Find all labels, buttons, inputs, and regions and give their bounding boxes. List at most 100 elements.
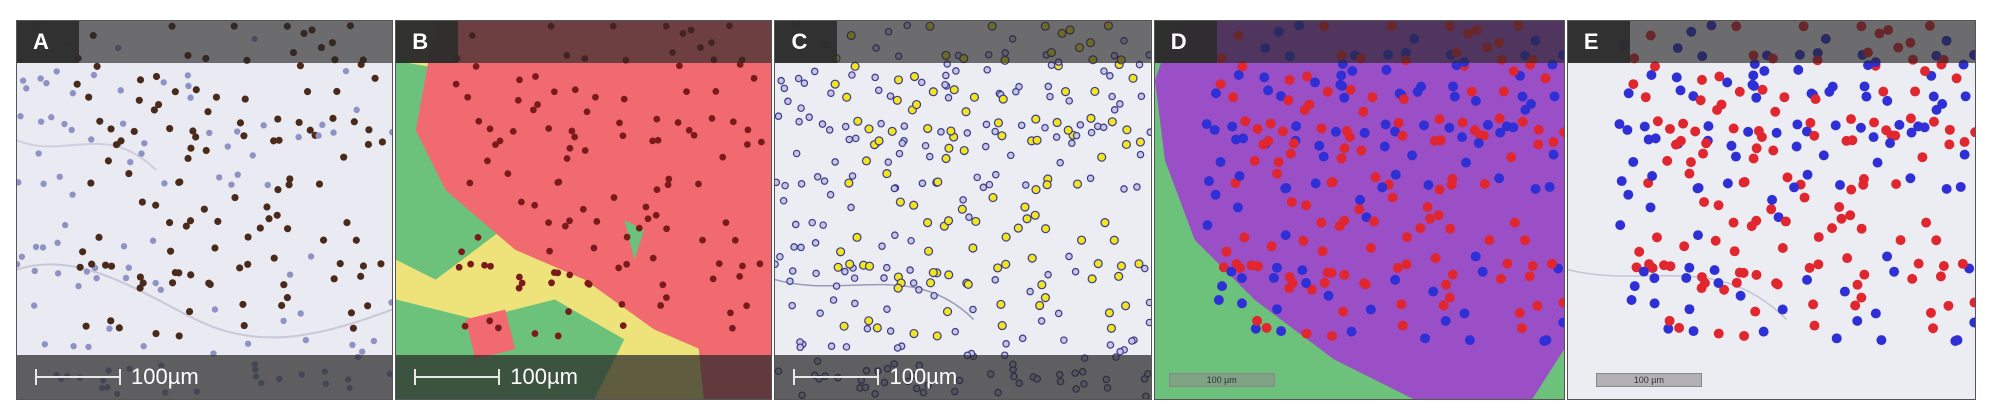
negative-dot [1868,132,1879,143]
brown-nucleus [130,127,138,135]
negative-cell-marker [795,74,803,83]
positive-cell-marker [997,131,1007,141]
positive-dot [1719,284,1729,295]
positive-dot [1782,172,1793,183]
negative-cell-marker [1138,92,1146,101]
panel-a-scale-bar: 100µm [35,364,199,389]
positive-cell-marker [1031,210,1041,220]
negative-cell-marker [901,122,909,130]
positive-dot [1360,279,1371,290]
positive-cell-marker [1108,117,1118,127]
negative-dot [1743,126,1753,137]
positive-cell-marker [1110,235,1120,245]
brown-nucleus [136,273,144,281]
positive-dot [1927,323,1938,334]
negative-dot [1747,79,1758,90]
negative-dot [1649,298,1660,309]
positive-cell-marker [909,200,919,210]
positive-cell-marker [831,79,841,89]
negative-dot [1771,127,1782,138]
brown-nucleus [378,138,386,146]
nucleus [571,133,579,141]
negative-dot [1663,323,1674,334]
blue-nucleus [43,79,50,87]
positive-dot [1959,136,1970,147]
negative-cell-marker [798,180,806,188]
positive-dot [1524,271,1535,282]
negative-cell-marker [1146,318,1151,327]
panel-e-top-bar [1567,21,1976,63]
nucleus [690,131,698,139]
negative-dot [1473,138,1484,149]
nucleus [699,236,707,244]
positive-dot [1533,124,1544,135]
brown-nucleus [212,93,221,101]
positive-cell-marker [941,153,952,164]
positive-dot [1322,86,1333,97]
positive-dot [1365,243,1376,253]
negative-dot [1310,178,1321,189]
blue-nucleus [206,129,213,137]
brown-nucleus [241,95,249,103]
brown-nucleus [125,170,133,178]
positive-dot [1881,125,1892,136]
positive-dot [1286,197,1297,208]
positive-dot [1284,74,1295,85]
nucleus [481,261,489,269]
negative-cell-marker [775,260,780,268]
negative-dot [1791,141,1802,152]
negative-dot [1323,290,1334,301]
positive-cell-marker [1041,224,1051,234]
blue-nucleus [90,71,98,79]
panel-c-top-bar [775,21,1151,63]
nucleus [519,279,526,287]
positive-cell-marker [944,270,954,280]
positive-dot [1728,217,1739,228]
positive-dot [1221,246,1232,257]
negative-dot [1300,278,1311,288]
negative-dot [1459,308,1470,319]
negative-dot [1889,266,1899,277]
positive-dot [1944,139,1955,150]
negative-cell-marker [805,113,814,121]
negative-cell-marker [945,93,953,102]
negative-dot [1792,119,1803,130]
negative-dot [1440,315,1451,326]
positive-dot [1809,320,1820,331]
positive-dot [1316,123,1327,134]
blue-nucleus [141,140,148,147]
negative-cell-marker [887,92,895,100]
negative-dot [1376,182,1387,193]
positive-cell-marker [998,321,1008,331]
brown-nucleus [275,136,283,144]
blue-nucleus [37,118,45,125]
negative-dot [1201,119,1212,130]
positive-dot [1435,135,1446,146]
positive-cell-marker [909,328,920,339]
negative-cell-marker [1100,123,1108,132]
negative-cell-marker [969,305,978,314]
positive-dot [1690,126,1701,137]
negative-cell-marker [833,282,841,290]
brown-nucleus [185,307,194,316]
blue-nucleus [106,325,113,332]
positive-dot [1337,306,1348,317]
nucleus [636,224,643,232]
brown-nucleus [206,280,214,288]
positive-dot [1938,261,1949,271]
positive-cell-marker [1086,113,1097,123]
negative-dot [1830,120,1841,131]
negative-cell-marker [1087,174,1095,183]
positive-cell-marker [1014,223,1024,233]
nucleus [566,144,574,152]
negative-dot [1330,126,1341,137]
nucleus [695,180,703,188]
blue-nucleus [119,120,127,127]
negative-cell-marker [877,119,886,128]
negative-cell-marker [1146,128,1151,136]
brown-nucleus [154,100,163,109]
blue-nucleus [41,341,48,348]
negative-dot [1258,72,1269,83]
positive-dot [1218,262,1229,273]
positive-cell-marker [1041,293,1051,303]
